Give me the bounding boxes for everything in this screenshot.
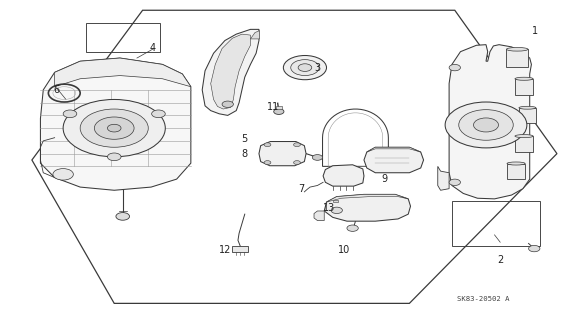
Circle shape [312,155,323,160]
Circle shape [294,161,300,164]
Circle shape [283,55,327,80]
Polygon shape [314,211,324,220]
Circle shape [473,118,498,132]
Ellipse shape [515,77,533,80]
Polygon shape [364,147,423,173]
Circle shape [291,60,319,76]
Text: 13: 13 [323,203,335,213]
Circle shape [53,169,73,180]
Circle shape [264,161,271,164]
Circle shape [298,64,312,71]
Polygon shape [259,141,306,166]
Ellipse shape [507,162,525,165]
Circle shape [459,110,513,140]
Text: 10: 10 [338,245,351,255]
Bar [519,108,536,123]
Bar [507,164,525,179]
Polygon shape [32,10,557,303]
Text: 9: 9 [381,174,387,184]
Circle shape [80,109,149,147]
Polygon shape [324,195,410,221]
Circle shape [264,143,271,147]
Circle shape [108,124,121,132]
Text: 4: 4 [150,44,156,53]
Bar [276,106,282,109]
Text: 8: 8 [242,148,248,159]
Polygon shape [202,29,259,116]
Polygon shape [323,165,364,186]
Text: 7: 7 [298,184,304,194]
Ellipse shape [506,47,528,51]
Circle shape [529,245,540,252]
Bar [506,49,528,67]
Polygon shape [232,246,248,252]
Circle shape [274,109,284,115]
Polygon shape [438,166,449,190]
Circle shape [94,117,134,139]
Circle shape [152,110,165,118]
Text: 12: 12 [218,245,231,255]
Circle shape [108,153,121,161]
Circle shape [449,64,460,71]
Text: 5: 5 [242,134,248,144]
Text: 11: 11 [267,102,279,112]
Polygon shape [250,31,259,39]
Ellipse shape [519,106,536,109]
Polygon shape [449,45,531,199]
Circle shape [116,212,130,220]
Circle shape [63,100,166,157]
Circle shape [331,207,343,213]
Polygon shape [55,58,191,87]
Polygon shape [327,195,408,202]
Circle shape [347,225,358,231]
Circle shape [222,101,233,108]
Polygon shape [40,58,191,190]
Polygon shape [367,147,420,152]
Circle shape [445,102,527,148]
Bar [333,199,339,202]
Circle shape [449,179,460,186]
Bar [515,79,533,95]
Text: 3: 3 [314,63,320,73]
Text: SK83-20502 A: SK83-20502 A [457,296,509,301]
Bar [515,136,533,152]
Text: 2: 2 [497,255,504,265]
Polygon shape [211,34,250,109]
Ellipse shape [515,135,533,138]
Circle shape [63,110,77,118]
Text: 6: 6 [53,85,59,95]
Circle shape [294,143,300,147]
Text: 1: 1 [533,26,538,36]
